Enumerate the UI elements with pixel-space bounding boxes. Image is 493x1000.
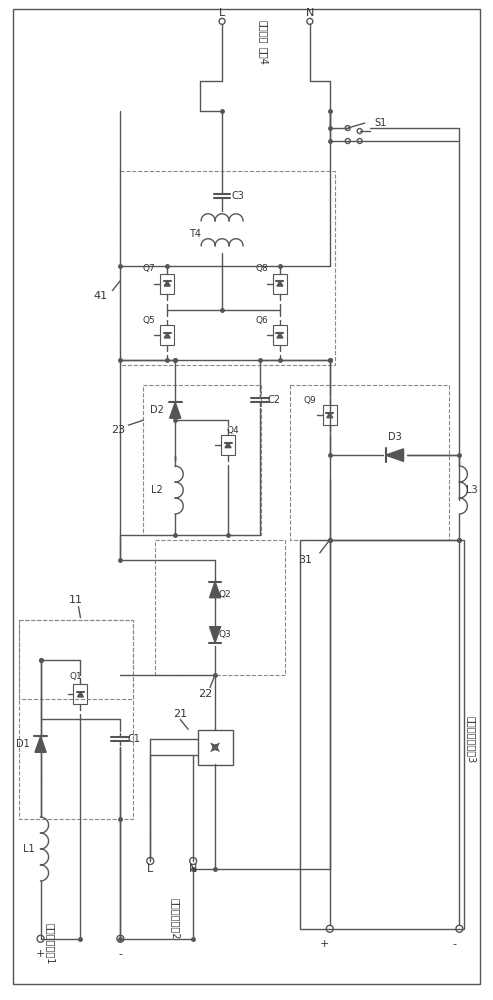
Text: 市电输入端口2: 市电输入端口2 xyxy=(170,898,180,940)
Polygon shape xyxy=(277,333,283,338)
Text: 23: 23 xyxy=(111,425,125,435)
Text: C1: C1 xyxy=(128,734,141,744)
Text: 交流输出: 交流输出 xyxy=(258,20,268,43)
Text: 11: 11 xyxy=(69,595,82,605)
Text: -: - xyxy=(453,939,457,949)
Bar xyxy=(160,325,174,345)
Text: Q7: Q7 xyxy=(143,264,156,273)
Text: N: N xyxy=(306,8,314,18)
Bar xyxy=(19,620,133,699)
Bar xyxy=(19,620,133,819)
Text: D2: D2 xyxy=(150,405,164,415)
Polygon shape xyxy=(386,449,404,461)
Polygon shape xyxy=(210,627,221,643)
Polygon shape xyxy=(170,402,181,418)
Bar xyxy=(273,274,287,294)
Text: L3: L3 xyxy=(465,485,477,495)
Polygon shape xyxy=(164,281,170,286)
Text: -: - xyxy=(118,949,122,959)
Text: 31: 31 xyxy=(298,555,312,565)
Polygon shape xyxy=(164,333,170,338)
Text: Q1: Q1 xyxy=(69,672,82,681)
Bar xyxy=(290,385,450,540)
Text: L: L xyxy=(219,8,225,18)
Text: C2: C2 xyxy=(267,395,281,405)
Text: D1: D1 xyxy=(16,739,30,749)
Bar xyxy=(120,171,335,365)
Bar xyxy=(160,274,174,294)
Text: +: + xyxy=(320,939,329,949)
Text: Q9: Q9 xyxy=(304,396,316,405)
Text: L1: L1 xyxy=(23,844,35,854)
Bar xyxy=(73,684,87,704)
Text: 蓄电池连接端口3: 蓄电池连接端口3 xyxy=(466,716,476,763)
Text: +: + xyxy=(36,949,45,959)
Bar xyxy=(198,730,233,765)
Bar xyxy=(221,435,235,455)
Text: C3: C3 xyxy=(232,191,245,201)
Text: 22: 22 xyxy=(198,689,212,699)
Text: 21: 21 xyxy=(173,709,187,719)
Polygon shape xyxy=(277,281,283,286)
Bar xyxy=(155,540,285,675)
Text: T4: T4 xyxy=(189,229,201,239)
Text: L2: L2 xyxy=(151,485,163,495)
Text: Q8: Q8 xyxy=(255,264,268,273)
Text: 41: 41 xyxy=(93,291,107,301)
Bar xyxy=(300,540,464,929)
Polygon shape xyxy=(35,736,46,752)
Text: Q2: Q2 xyxy=(219,590,231,599)
Polygon shape xyxy=(77,692,83,697)
Bar xyxy=(143,385,261,535)
Polygon shape xyxy=(327,413,333,418)
Text: S1: S1 xyxy=(375,118,387,128)
Text: Q5: Q5 xyxy=(143,316,156,325)
Text: 端口4: 端口4 xyxy=(258,47,268,65)
Text: D3: D3 xyxy=(387,432,401,442)
Polygon shape xyxy=(225,443,231,448)
Text: 光伏输入端口1: 光伏输入端口1 xyxy=(45,923,56,964)
Text: Q6: Q6 xyxy=(255,316,268,325)
Text: N: N xyxy=(189,864,197,874)
Bar xyxy=(273,325,287,345)
Polygon shape xyxy=(210,582,221,598)
Text: Q4: Q4 xyxy=(227,426,239,435)
Bar xyxy=(323,405,337,425)
Text: L: L xyxy=(147,864,153,874)
Text: Q3: Q3 xyxy=(219,630,231,639)
